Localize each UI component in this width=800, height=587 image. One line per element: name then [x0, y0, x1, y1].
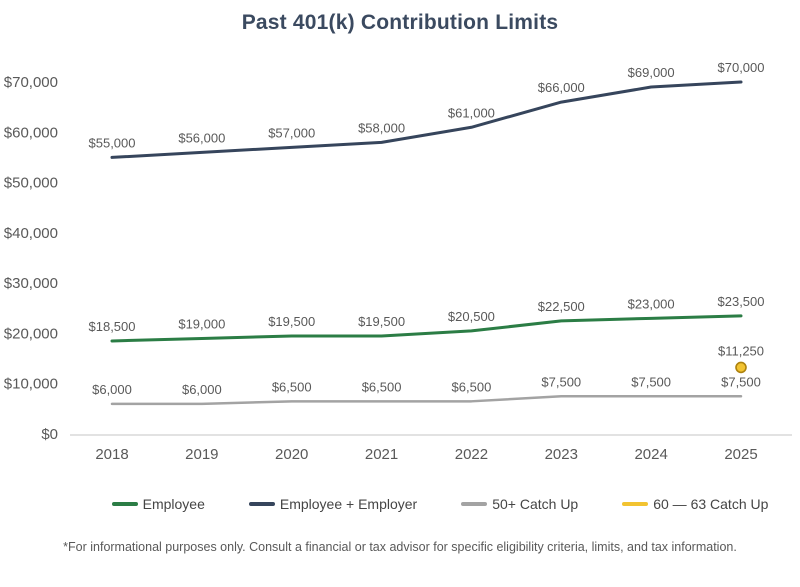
- legend-label: Employee + Employer: [279, 496, 418, 512]
- data-label: $58,000: [358, 120, 405, 135]
- data-label: $61,000: [448, 105, 495, 120]
- legend-swatch-50+-catch-up: [461, 502, 488, 506]
- data-label: $57,000: [268, 125, 315, 140]
- x-axis-tick-label: 2022: [455, 446, 488, 463]
- series-line-employee: [110, 314, 743, 343]
- x-axis-tick-label: 2023: [545, 446, 578, 463]
- data-label: $69,000: [628, 65, 675, 80]
- x-axis-tick-label: 2024: [634, 446, 667, 463]
- y-axis-tick-label: $40,000: [4, 225, 58, 242]
- data-label: $70,000: [718, 60, 765, 75]
- data-label: $11,250: [718, 343, 764, 358]
- x-axis-tick-label: 2019: [185, 446, 218, 463]
- series-line-employee-+-employer: [110, 80, 743, 159]
- data-label: $23,000: [628, 296, 675, 311]
- legend-swatch-employee-+-employer: [248, 502, 275, 506]
- y-axis-tick-label: $0: [41, 426, 58, 443]
- legend-label: 60 — 63 Catch Up: [653, 496, 769, 512]
- legend-swatch-60-63-catch-up: [622, 502, 649, 506]
- data-label: $20,500: [448, 309, 495, 324]
- legend-swatch-employee: [111, 502, 138, 506]
- data-label: $22,500: [538, 299, 585, 314]
- data-label: $7,500: [721, 374, 761, 389]
- legend-label: Employee: [142, 496, 205, 512]
- legend: Employee Employee + Employer 50+ Catch Up 6…: [80, 492, 800, 516]
- data-label: $23,500: [718, 294, 765, 309]
- chart-title: Past 401(k) Contribution Limits: [241, 11, 559, 34]
- data-label: $56,000: [178, 130, 225, 145]
- y-axis-tick-label: $20,000: [4, 325, 58, 342]
- data-label: $6,500: [272, 379, 312, 394]
- y-axis-tick-label: $70,000: [4, 74, 58, 91]
- data-label: $7,500: [541, 374, 581, 389]
- x-axis-tick-label: 2020: [275, 446, 308, 463]
- y-axis-tick-label: $10,000: [4, 376, 58, 393]
- x-axis-tick-label: 2025: [724, 446, 757, 463]
- data-label: $6,500: [452, 379, 492, 394]
- series-marker-60-63-catch-up: [735, 361, 747, 374]
- data-label: $19,000: [178, 316, 225, 331]
- y-axis-tick-label: $60,000: [4, 124, 58, 141]
- y-axis-tick-label: $50,000: [4, 175, 58, 192]
- data-label: $66,000: [538, 80, 585, 95]
- data-label: $19,500: [268, 314, 315, 329]
- legend-item-60-63-catch-up: 60 — 63 Catch Up: [622, 496, 768, 512]
- data-label: $18,500: [89, 319, 136, 334]
- x-axis-tick-label: 2018: [95, 446, 128, 463]
- y-axis-tick-label: $30,000: [4, 275, 58, 292]
- data-label: $55,000: [89, 135, 136, 150]
- data-label: $6,500: [362, 379, 402, 394]
- data-label: $6,000: [182, 382, 222, 397]
- x-axis-tick-label: 2021: [365, 446, 398, 463]
- legend-item-employee-+-employer: Employee + Employer: [248, 496, 418, 512]
- legend-item-50+-catch-up: 50+ Catch Up: [461, 496, 578, 512]
- data-label: $7,500: [631, 374, 671, 389]
- series-line-50+-catch-up: [110, 395, 743, 406]
- data-label: $6,000: [92, 382, 132, 397]
- legend-item-employee: Employee: [111, 496, 205, 512]
- data-label: $19,500: [358, 314, 405, 329]
- legend-label: 50+ Catch Up: [492, 496, 579, 512]
- footnote: *For informational purposes only. Consul…: [63, 540, 737, 554]
